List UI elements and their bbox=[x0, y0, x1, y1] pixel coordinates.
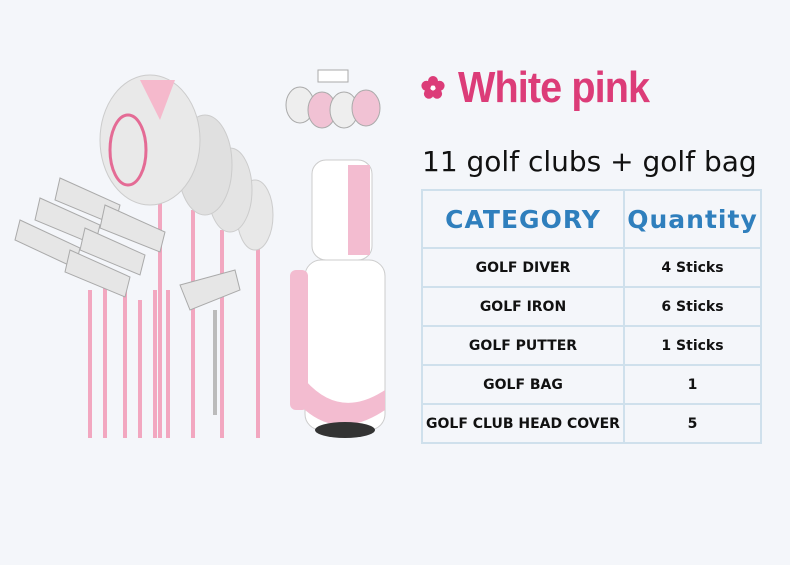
iron-heads bbox=[14, 177, 166, 298]
head-covers bbox=[285, 69, 381, 129]
club-shafts bbox=[88, 200, 260, 438]
header-quantity: Quantity bbox=[623, 189, 762, 249]
quantity-cell: 4 Sticks bbox=[623, 247, 762, 288]
quantity-cell: 6 Sticks bbox=[623, 286, 762, 327]
header-category: CATEGORY bbox=[421, 189, 625, 249]
golf-set-product-image bbox=[14, 69, 386, 438]
table-row: GOLF CLUB HEAD COVER 5 bbox=[421, 403, 762, 444]
category-cell: GOLF PUTTER bbox=[421, 325, 625, 366]
driver-heads bbox=[99, 74, 274, 251]
table-row: GOLF IRON 6 Sticks bbox=[421, 286, 762, 327]
quantity-cell: 1 Sticks bbox=[623, 325, 762, 366]
category-cell: GOLF CLUB HEAD COVER bbox=[421, 403, 625, 444]
putter-head bbox=[179, 269, 241, 311]
table-row: GOLF PUTTER 1 Sticks bbox=[421, 325, 762, 366]
category-cell: GOLF BAG bbox=[421, 364, 625, 405]
subtitle: 11 golf clubs + golf bag bbox=[422, 145, 757, 178]
table-row: GOLF BAG 1 bbox=[421, 364, 762, 405]
title-text: White pink bbox=[458, 63, 650, 112]
table-header-row: CATEGORY Quantity bbox=[421, 189, 762, 249]
category-cell: GOLF DIVER bbox=[421, 247, 625, 288]
quantity-cell: 1 bbox=[623, 364, 762, 405]
category-cell: GOLF IRON bbox=[421, 286, 625, 327]
color-title: White pink bbox=[420, 62, 670, 114]
quantity-cell: 5 bbox=[623, 403, 762, 444]
golf-bag bbox=[290, 159, 386, 438]
table-row: GOLF DIVER 4 Sticks bbox=[421, 247, 762, 288]
contents-table: CATEGORY Quantity GOLF DIVER 4 Sticks GO… bbox=[421, 189, 762, 444]
flower-icon bbox=[421, 76, 445, 99]
